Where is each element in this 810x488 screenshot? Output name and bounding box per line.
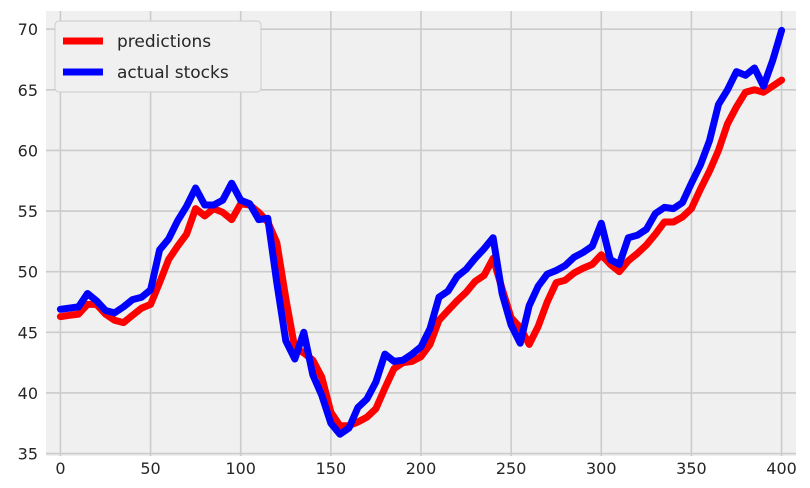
y-tick-label-35: 35 xyxy=(18,445,38,464)
y-tick-label-40: 40 xyxy=(18,384,38,403)
y-tick-label-70: 70 xyxy=(18,20,38,39)
x-tick-label-50: 50 xyxy=(140,459,160,478)
x-tick-label-200: 200 xyxy=(406,459,437,478)
x-tick-label-250: 250 xyxy=(496,459,527,478)
y-axis-ticks: 35 40 45 50 55 60 65 70 xyxy=(18,20,38,463)
x-axis-ticks: 0 50 100 150 200 250 300 350 400 xyxy=(55,459,797,478)
legend: predictions actual stocks xyxy=(54,20,262,93)
legend-label-predictions: predictions xyxy=(117,32,211,52)
y-tick-label-45: 45 xyxy=(18,323,38,342)
x-tick-label-100: 100 xyxy=(225,459,256,478)
x-tick-label-300: 300 xyxy=(586,459,617,478)
x-tick-label-150: 150 xyxy=(316,459,347,478)
y-tick-label-55: 55 xyxy=(18,202,38,221)
series-line-actual-stocks xyxy=(56,26,786,438)
y-tick-label-60: 60 xyxy=(18,141,38,160)
x-tick-label-400: 400 xyxy=(766,459,797,478)
y-tick-label-65: 65 xyxy=(18,81,38,100)
y-tick-label-50: 50 xyxy=(18,263,38,282)
legend-box xyxy=(54,20,262,93)
x-tick-label-0: 0 xyxy=(55,459,65,478)
legend-label-actual-stocks: actual stocks xyxy=(117,63,229,83)
series-lines xyxy=(56,26,786,438)
series-line-predictions xyxy=(56,76,786,430)
x-tick-label-350: 350 xyxy=(676,459,707,478)
